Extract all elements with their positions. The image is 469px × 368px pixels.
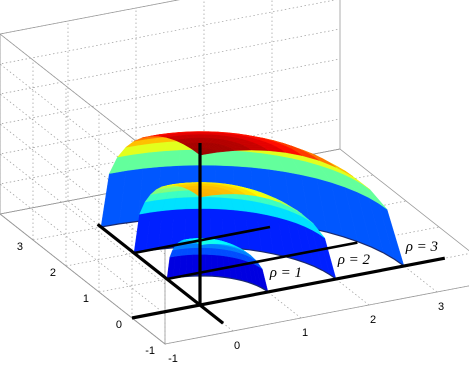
wall-gridline-z [0, 58, 341, 255]
wall-gridline-z [0, 0, 337, 195]
tick-labels: 00.511.522.53-1012340123-1 [17, 241, 444, 365]
reference-line-y2 [133, 225, 271, 255]
x-tick-label: -1 [168, 353, 178, 365]
rho-label-2: ρ = 2 [337, 252, 371, 268]
reference-line-y1 [166, 241, 358, 281]
y-tick-label: 3 [17, 241, 23, 253]
surface-rho1-patch [204, 254, 213, 277]
x-tick-label: 1 [302, 327, 308, 339]
surface-rho3-patch [198, 132, 208, 135]
x-axis-line [131, 256, 446, 320]
surface-rho1-patch [193, 243, 200, 249]
y-tick-label: 2 [50, 267, 56, 279]
surface-rho1-patch [192, 247, 200, 255]
wall-gridline-z [0, 28, 341, 225]
y-tick-label: 0 [116, 319, 122, 331]
surface-rho2-patch [208, 196, 223, 210]
y-axis-line [96, 223, 225, 325]
surface-layer [100, 131, 405, 293]
rho-label-3: ρ = 3 [405, 239, 438, 255]
floor-gridline-y [164, 285, 469, 345]
surface-rho3-patch [198, 134, 206, 139]
surface-labels: ρ = 1 ρ = 2 ρ = 3 [269, 239, 438, 281]
surface-rho1-patch [204, 247, 212, 255]
surface-rho2-rim [133, 246, 337, 280]
axis-lines [96, 143, 446, 325]
rho-label-1: ρ = 1 [269, 265, 302, 281]
wall-gridline-z [0, 88, 341, 285]
x-tick-label: 3 [438, 301, 444, 313]
surface-rho1-patch [210, 254, 219, 277]
surface-rho2-patch [185, 196, 199, 210]
y-tick-label: -1 [145, 345, 155, 357]
y-tick-label: 1 [83, 293, 89, 305]
x-tick-label: 0 [234, 340, 240, 352]
surface-rho3-patch [178, 149, 198, 166]
x-tick-label: 2 [370, 314, 376, 326]
surface-rho3-patch [191, 148, 201, 156]
